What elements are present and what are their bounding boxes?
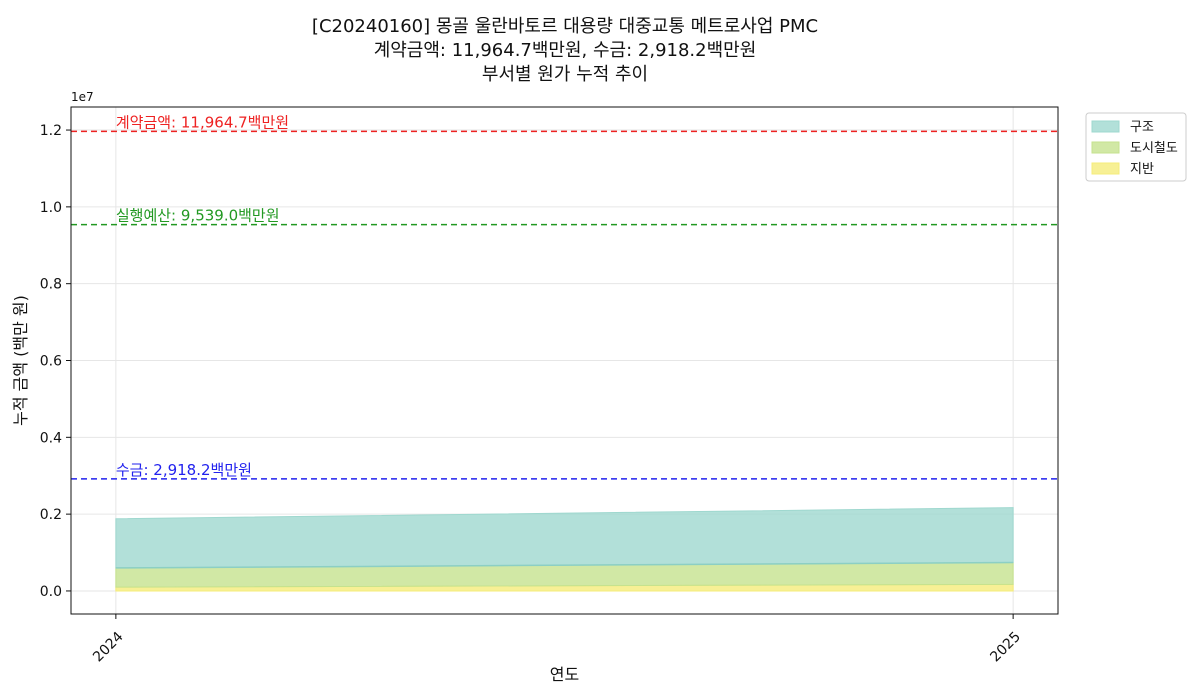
y-tick-label: 0.2 [40,507,62,523]
legend-swatch-도시철도 [1091,141,1120,154]
area-series-구조 [115,507,1014,569]
y-tick-label: 0.4 [40,430,62,446]
x-tick-label: 2024 [90,629,127,666]
reference-label-1: 실행예산: 9,539.0백만원 [116,207,280,225]
legend-label-도시철도: 도시철도 [1130,141,1178,156]
reference-label-0: 계약금액: 11,964.7백만원 [116,113,289,131]
y-offset-text: 1e7 [71,90,94,104]
area-internal-line [115,561,1014,569]
legend-label-구조: 구조 [1130,120,1154,135]
y-tick-label: 0.0 [40,584,62,600]
y-tick-label: 0.8 [40,277,62,293]
legend-swatch-지반 [1091,162,1120,175]
y-tick-label: 1.0 [40,200,62,216]
y-tick-label: 0.6 [40,354,62,370]
legend-swatch-구조 [1091,120,1120,133]
x-axis-label: 연도 [550,665,579,684]
x-tick-label: 2025 [987,629,1024,666]
legend-label-지반: 지반 [1130,162,1154,177]
reference-label-2: 수금: 2,918.2백만원 [116,461,252,479]
chart-title-line-1: [C20240160] 몽골 울란바토르 대용량 대중교통 메트로사업 PMC [311,16,819,37]
y-tick-label: 1.2 [40,123,62,139]
chart-title-line-3: 부서별 원가 누적 추이 [481,64,649,85]
y-axis-label: 누적 금액 (백만 원) [11,295,30,426]
chart-title-line-2: 계약금액: 11,964.7백만원, 수금: 2,918.2백만원 [373,40,757,61]
